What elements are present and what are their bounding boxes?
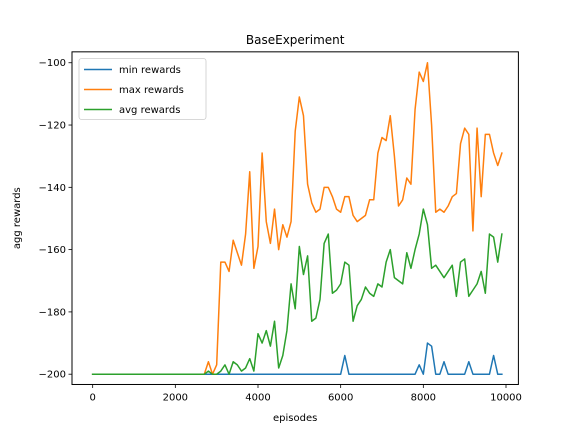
y-tick-label: −100 [39, 58, 66, 69]
series-line-avg-rewards [91, 208, 503, 375]
y-tick-label: −180 [39, 307, 66, 318]
x-tick-label: 6000 [328, 392, 353, 403]
legend-label: max rewards [119, 85, 184, 96]
x-tick-label: 4000 [245, 392, 270, 403]
x-tick-label: 2000 [163, 392, 188, 403]
y-tick-label: −200 [39, 370, 66, 381]
x-tick-label: 10000 [490, 392, 522, 403]
y-axis-ticks: −200 −180 −160 −140 −120 −100 [39, 58, 72, 381]
y-tick-label: −140 [39, 183, 66, 194]
x-tick-label: 8000 [411, 392, 436, 403]
x-axis-label: episodes [273, 413, 317, 424]
legend-label: avg rewards [119, 105, 180, 116]
legend-label: min rewards [119, 65, 181, 76]
x-tick-label: 0 [89, 392, 95, 403]
x-axis-ticks: 0 2000 4000 6000 8000 10000 [89, 384, 522, 403]
y-tick-label: −160 [39, 245, 66, 256]
y-axis-label: agg rewards [12, 187, 23, 249]
chart-title: BaseExperiment [246, 33, 345, 47]
plot-frame [71, 51, 519, 385]
legend-box [78, 58, 207, 120]
y-tick-label: −120 [39, 121, 66, 132]
legend: min rewards max rewards avg rewards [78, 58, 207, 120]
plot-lines [91, 61, 503, 375]
